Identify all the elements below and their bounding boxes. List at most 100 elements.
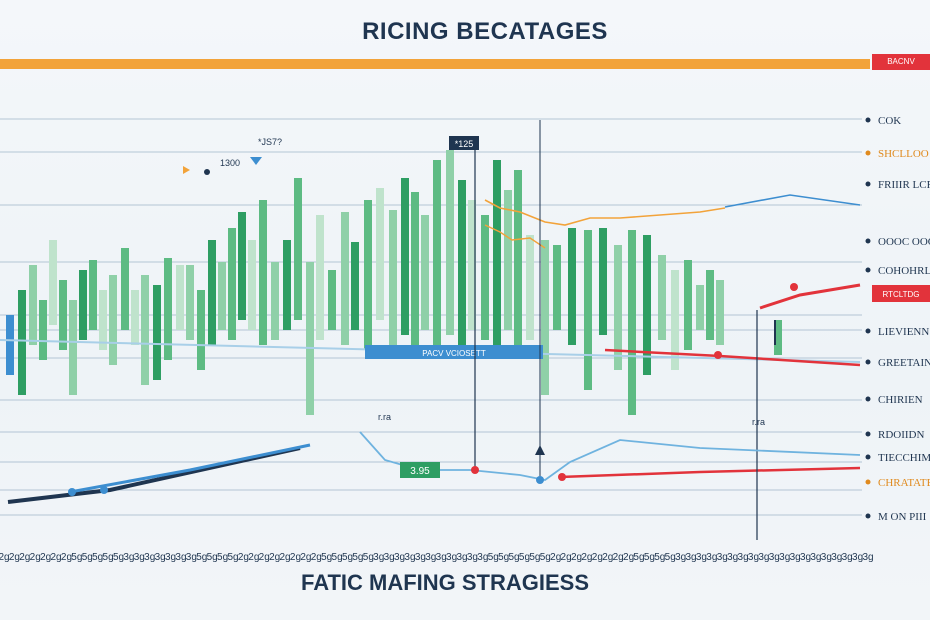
- x-tick-label-11: 5g: [113, 552, 124, 563]
- x-tick-label-52: 5g: [540, 552, 551, 563]
- baseline-box: [365, 345, 543, 359]
- bar-37: [411, 192, 419, 350]
- bar-21: [228, 228, 236, 340]
- right-label-marker-10: [865, 479, 871, 485]
- right-label-marker-8: [865, 431, 871, 437]
- right-label-marker-1: [865, 150, 871, 156]
- x-tick-label-16: 3g: [165, 552, 176, 563]
- bar-23: [248, 240, 256, 330]
- right-label-11: M ON PIII: [878, 511, 927, 523]
- x-tick-label-3: 2g: [30, 552, 41, 563]
- x-tick-label-83: 3g: [862, 552, 873, 563]
- bar-28: [306, 262, 314, 415]
- right-label-7: CHIRIEN: [878, 394, 923, 406]
- right-label-1: SHCLLOO: [878, 148, 929, 160]
- orange-trend-line-2: [484, 224, 546, 249]
- bar-0: [6, 315, 14, 375]
- bar-15: [164, 258, 172, 360]
- x-tick-label-58: 2g: [602, 552, 613, 563]
- bar-48: [541, 240, 549, 395]
- x-tick-label-55: 2g: [571, 552, 582, 563]
- x-tick-label-60: 2g: [623, 552, 634, 563]
- small-label-3: r.ra: [378, 412, 391, 422]
- lower-blue-dot: [536, 476, 544, 484]
- x-tick-label-65: 3g: [675, 552, 686, 563]
- x-tick-label-48: 5g: [498, 552, 509, 563]
- price-tag-top: *125: [455, 139, 474, 149]
- bar-22: [238, 212, 246, 320]
- x-tick-label-62: 5g: [644, 552, 655, 563]
- bar-52: [599, 228, 607, 335]
- bar-16: [176, 265, 184, 330]
- x-tick-labels: 2g 2g 2g 2g 2g 2g 2g 5g 5g 5g 5g 5g 3g 3g 3g 3g 3g 3g 3g 5g…: [0, 552, 874, 563]
- x-tick-label-66: 3g: [685, 552, 696, 563]
- x-tick-label-46: 3g: [477, 552, 488, 563]
- x-tick-label-70: 3g: [727, 552, 738, 563]
- bar-49: [553, 245, 561, 330]
- bar-30: [328, 270, 336, 330]
- lower-navy-line: [7, 446, 301, 504]
- bar-20: [218, 262, 226, 330]
- right-label-marker-4: [865, 267, 871, 273]
- x-tick-label-10: 5g: [103, 552, 114, 563]
- bar-29: [316, 215, 324, 340]
- lower-red-dot: [471, 466, 479, 474]
- bar-7: [79, 270, 87, 340]
- marker-arrow-1: [250, 157, 262, 165]
- small-label-1: *JS7?: [258, 137, 282, 147]
- right-label-9: TIECCHIMG: [878, 452, 930, 464]
- x-tick-label-4: 2g: [40, 552, 51, 563]
- price-tag-box-lower: [400, 462, 440, 478]
- bar-10: [109, 275, 117, 365]
- x-tick-label-71: 3g: [738, 552, 749, 563]
- bar-44: [493, 160, 501, 345]
- bar-4: [49, 240, 57, 325]
- bar-61: [716, 280, 724, 345]
- x-tick-label-34: 5g: [352, 552, 363, 563]
- right-label-3: OOOC OOC: [878, 236, 930, 248]
- orange-header-bar: [0, 59, 870, 69]
- bar-51: [584, 230, 592, 390]
- bar-13: [141, 275, 149, 385]
- x-tick-label-36: 3g: [373, 552, 384, 563]
- x-tick-label-33: 5g: [342, 552, 353, 563]
- bar-58: [684, 260, 692, 350]
- bar-11: [121, 248, 129, 330]
- bar-5: [59, 280, 67, 350]
- red-line-lower: [559, 466, 861, 479]
- x-tick-label-75: 3g: [779, 552, 790, 563]
- right-label-2: FRIIIR LCR: [878, 179, 930, 191]
- lower-blue-dot-3: [68, 488, 76, 496]
- bar-6: [69, 300, 77, 395]
- bar-57: [671, 270, 679, 370]
- x-tick-label-61: 5g: [633, 552, 644, 563]
- right-label-marker-2: [865, 181, 871, 187]
- price-tag-box-top: [449, 136, 479, 150]
- baseline-label: PACV VCIOSETT: [422, 349, 486, 358]
- x-tick-label-63: 5g: [654, 552, 665, 563]
- x-tick-label-38: 3g: [394, 552, 405, 563]
- chart-subtitle: FATIC MAFING STRAGIESS: [300, 570, 590, 595]
- x-tick-label-27: 2g: [279, 552, 290, 563]
- x-tick-label-13: 3g: [134, 552, 145, 563]
- bar-55: [643, 235, 651, 375]
- bar-9: [99, 290, 107, 350]
- bar-31: [341, 212, 349, 345]
- right-label-10: CHRATATE: [878, 477, 930, 489]
- x-tick-label-74: 3g: [769, 552, 780, 563]
- x-tick-label-5: 2g: [50, 552, 61, 563]
- bar-33: [364, 200, 372, 350]
- gridlines: [0, 118, 862, 516]
- x-tick-label-68: 3g: [706, 552, 717, 563]
- bar-35: [389, 210, 397, 345]
- bar-60: [706, 270, 714, 340]
- right-label-marker-6: [865, 359, 871, 365]
- bar-26: [283, 240, 291, 330]
- orange-trend-line: [484, 199, 726, 226]
- x-tick-label-31: 5g: [321, 552, 332, 563]
- x-tick-label-28: 2g: [290, 552, 301, 563]
- bar-53: [614, 245, 622, 370]
- x-tick-label-35: 5g: [363, 552, 374, 563]
- marker-arrow-3: [535, 445, 545, 455]
- right-label-marker-9: [865, 454, 871, 460]
